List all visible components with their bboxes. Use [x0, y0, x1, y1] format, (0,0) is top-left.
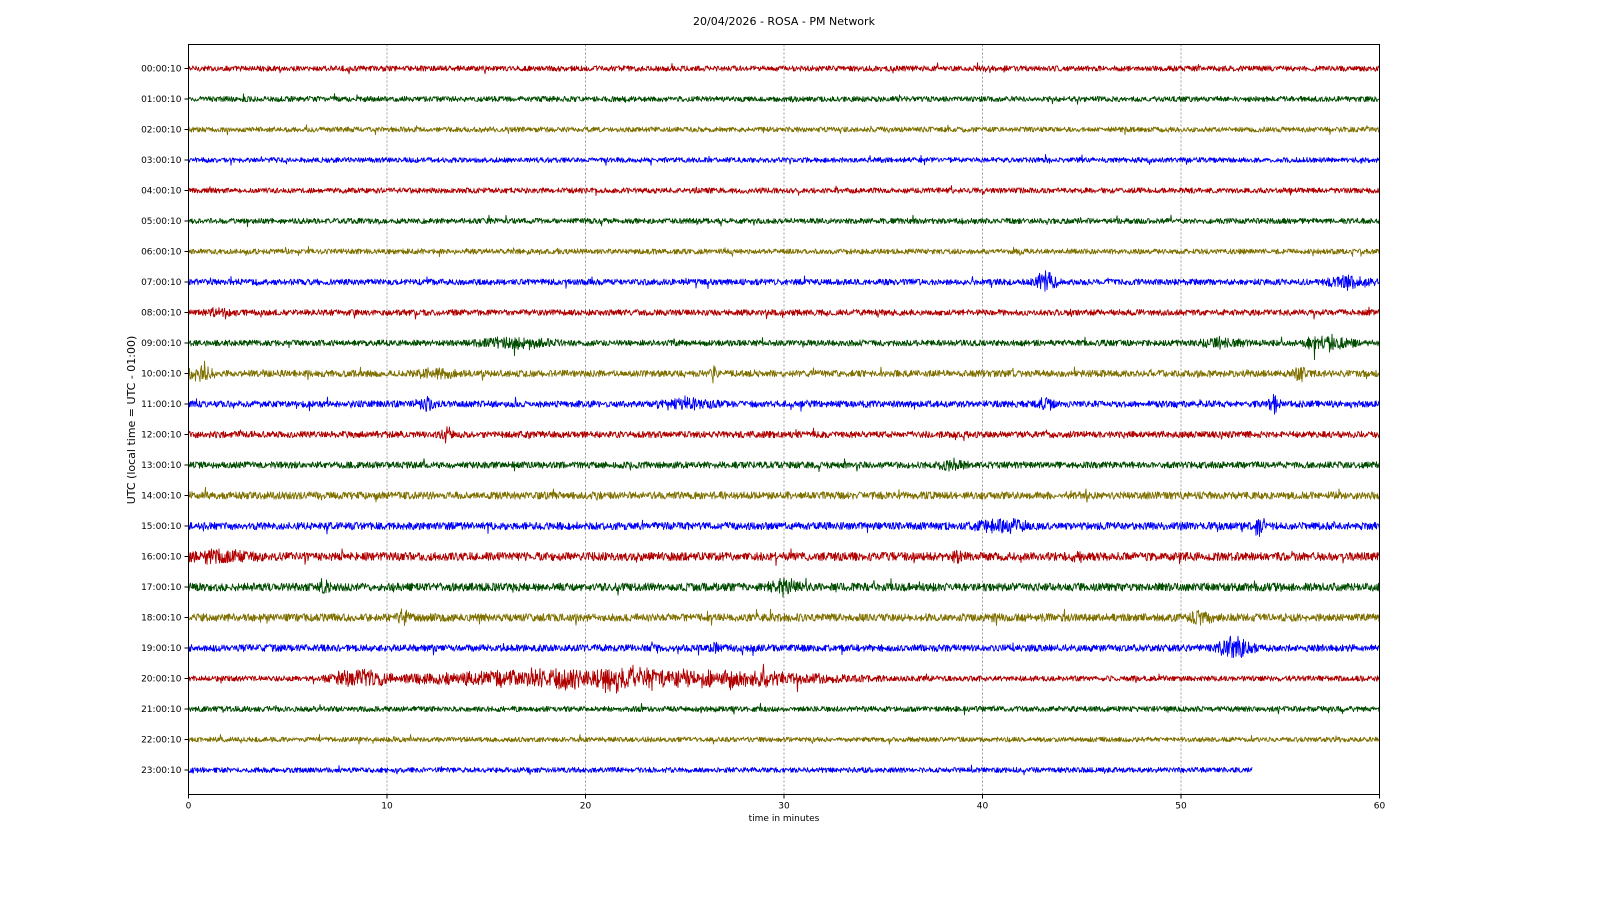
trace-line: [188, 153, 1380, 166]
x-tick-label: 20: [580, 802, 592, 812]
trace-line: [188, 393, 1380, 415]
trace-line: [188, 486, 1380, 503]
y-tick-label: 21:00:10: [141, 705, 182, 715]
y-tick-label: 22:00:10: [141, 736, 182, 746]
y-tick-label: 16:00:10: [141, 553, 182, 563]
trace-line: [188, 577, 1380, 598]
x-tick-label: 30: [778, 802, 790, 812]
y-tick-label: 11:00:10: [141, 400, 182, 410]
trace-line: [188, 548, 1380, 567]
chart-title: 20/04/2026 - ROSA - PM Network: [693, 15, 876, 28]
trace-line: [188, 245, 1380, 258]
trace-line: [188, 360, 1380, 384]
y-tick-label: 02:00:10: [141, 126, 182, 136]
y-tick-label: 20:00:10: [141, 675, 182, 685]
y-tick-label: 13:00:10: [141, 461, 182, 471]
trace-line: [188, 663, 1380, 694]
x-tick-label: 10: [381, 802, 393, 812]
y-tick-label: 15:00:10: [141, 522, 182, 532]
x-tick-label: 0: [186, 802, 192, 812]
x-tick-label: 50: [1175, 802, 1187, 812]
trace-line: [188, 185, 1380, 197]
trace-line: [188, 333, 1380, 361]
seismic-traces: [188, 62, 1380, 776]
trace-line: [188, 702, 1380, 716]
y-tick-label: 12:00:10: [141, 431, 182, 441]
trace-line: [188, 214, 1380, 228]
y-tick-label: 01:00:10: [141, 95, 182, 105]
trace-line: [188, 764, 1253, 776]
y-tick-label: 23:00:10: [141, 766, 182, 776]
y-axis-label: UTC (local time = UTC - 01:00): [125, 336, 138, 505]
trace-line: [188, 93, 1380, 105]
y-tick-label: 04:00:10: [141, 187, 182, 197]
y-tick-label: 18:00:10: [141, 614, 182, 624]
y-tick-label: 19:00:10: [141, 644, 182, 654]
trace-line: [188, 124, 1380, 136]
trace-line: [188, 517, 1380, 537]
y-tick-label: 06:00:10: [141, 248, 182, 258]
x-tick-label: 40: [977, 802, 989, 812]
y-tick-label: 05:00:10: [141, 217, 182, 227]
trace-line: [188, 426, 1380, 444]
y-tick-label: 00:00:10: [141, 65, 182, 75]
y-tick-label: 03:00:10: [141, 156, 182, 166]
y-tick-label: 07:00:10: [141, 278, 182, 288]
trace-line: [188, 270, 1380, 292]
trace-line: [188, 457, 1380, 473]
trace-line: [188, 635, 1380, 659]
x-axis-label: time in minutes: [749, 814, 820, 824]
y-tick-label: 09:00:10: [141, 339, 182, 349]
y-axis: 00:00:10 01:00:10 02:00:10 03:00:10 04:00:10…: [141, 65, 189, 776]
trace-line: [188, 608, 1380, 626]
y-tick-label: 10:00:10: [141, 370, 182, 380]
y-tick-label: 17:00:10: [141, 583, 182, 593]
trace-line: [188, 733, 1380, 745]
trace-line: [188, 306, 1380, 320]
y-tick-label: 08:00:10: [141, 309, 182, 319]
x-axis: 0 10 20 30 40 50 60: [186, 794, 1386, 812]
y-tick-label: 14:00:10: [141, 492, 182, 502]
x-tick-label: 60: [1374, 802, 1386, 812]
trace-line: [188, 62, 1380, 75]
grid-lines: [386, 44, 1182, 795]
